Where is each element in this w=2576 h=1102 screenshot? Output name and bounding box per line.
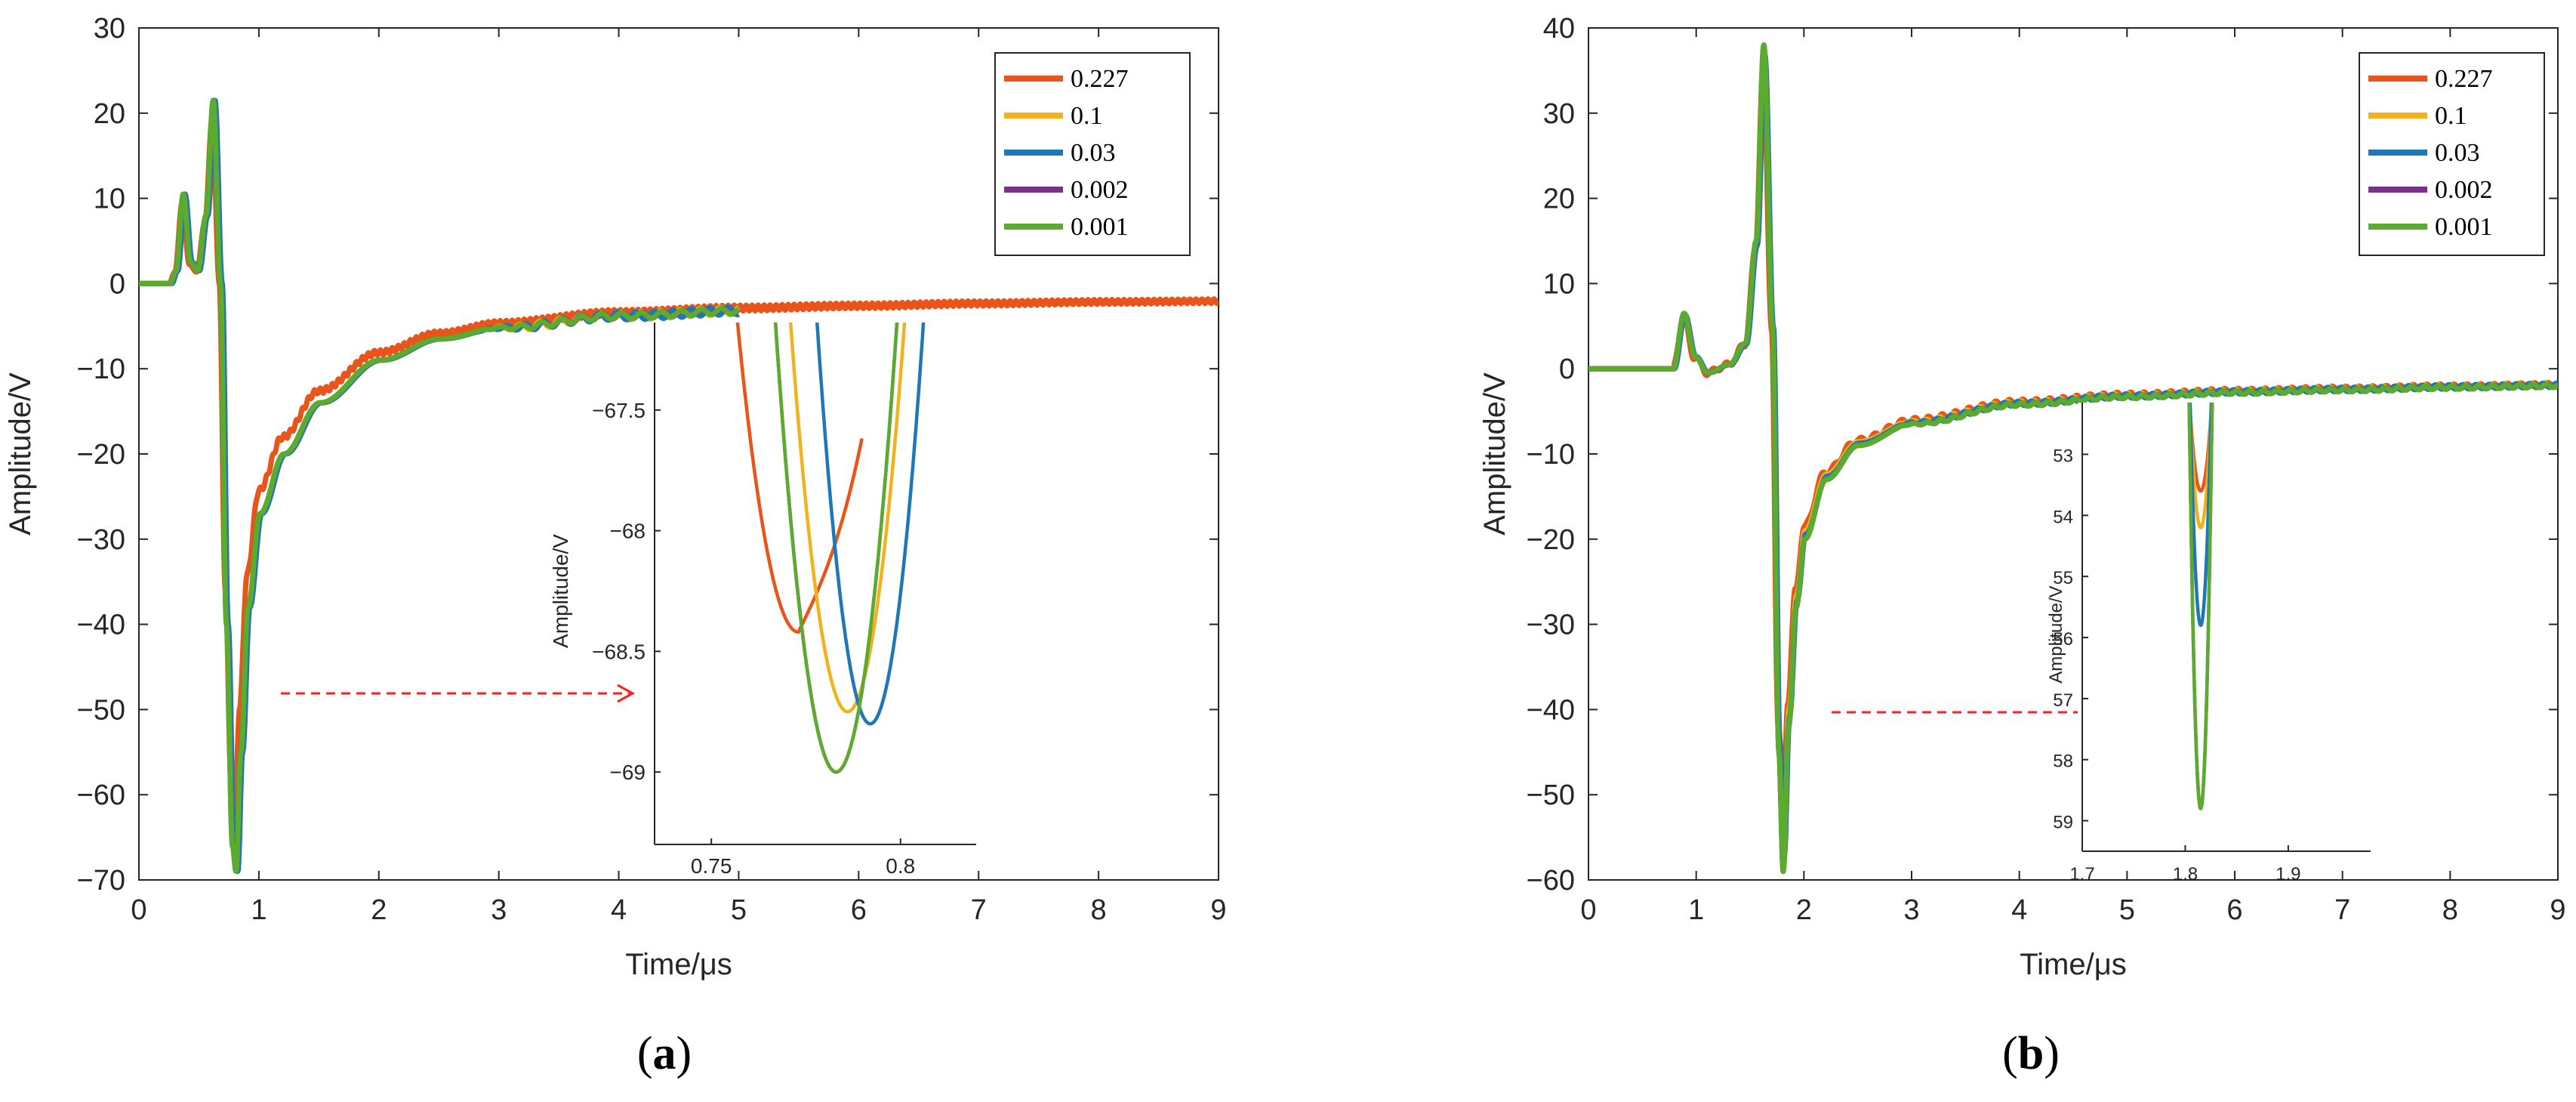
x-tick-label: 9 — [1210, 894, 1226, 926]
series-line-0-001 — [139, 97, 741, 874]
legend-label: 0.001 — [2435, 213, 2493, 241]
x-tick-label: 4 — [2011, 894, 2027, 926]
inset-y-tick-label: 56 — [2053, 629, 2073, 650]
legend-label: 0.002 — [2435, 176, 2493, 204]
x-tick-label: 0 — [131, 894, 146, 926]
chart-a: 0 1 2 3 4 5 6 7 8 9 30 20 10 0 −10 −20 −30 −40 −50 −60 −70 Ti… — [4, 13, 1227, 981]
inset-zoom: 0.75 0.8 −67.5 −68 −68.5 −69 Amplitude/V — [549, 323, 981, 878]
x-tick-label: 5 — [2119, 894, 2135, 926]
inset-series-line-0-001 — [773, 323, 899, 774]
inset-x-tick-label: 1.8 — [2173, 864, 2198, 884]
x-tick-label: 6 — [851, 894, 867, 926]
inset-y-tick-label: −69 — [610, 761, 646, 784]
inset-x-tick-label: 1.9 — [2276, 864, 2300, 884]
y-tick-label: 40 — [1543, 13, 1575, 45]
y-tick-label: −50 — [77, 694, 125, 726]
y-tick-label: −70 — [77, 865, 125, 897]
inset-series-line-0-227 — [735, 323, 864, 634]
y-tick-label: −50 — [1527, 779, 1575, 811]
inset-series-line-0-1 — [788, 323, 907, 714]
x-tick-label: 7 — [2334, 894, 2350, 926]
panel-b-caption: (b) — [2002, 1028, 2060, 1079]
x-tick-label: 4 — [611, 894, 627, 926]
inset-series-line-0-001 — [2187, 403, 2214, 810]
legend-label: 0.1 — [1071, 102, 1103, 130]
x-tick-label: 5 — [731, 894, 747, 926]
inset-x-tick-label: 0.75 — [691, 854, 732, 878]
y-tick-label: −10 — [77, 353, 125, 385]
y-tick-label: −30 — [1527, 610, 1575, 641]
inset-y-tick-label: 59 — [2053, 813, 2073, 833]
legend-label: 0.03 — [2435, 139, 2480, 167]
inset-background — [2078, 403, 2375, 856]
inset-y-tick-label: 58 — [2053, 752, 2073, 772]
y-tick-label: 30 — [94, 13, 125, 45]
y-tick-label: 10 — [1543, 268, 1575, 300]
panel-a-caption: (a) — [637, 1028, 692, 1079]
y-tick-label: −60 — [1527, 865, 1575, 897]
x-tick-label: 3 — [1903, 894, 1919, 926]
x-tick-label: 6 — [2226, 894, 2242, 926]
x-tick-label: 8 — [2442, 894, 2458, 926]
x-axis-label: Time/μs — [2020, 948, 2127, 981]
y-tick-label: −20 — [77, 439, 125, 471]
x-tick-label: 1 — [251, 894, 267, 926]
y-tick-label: −40 — [1527, 694, 1575, 726]
inset-y-tick-label: −68 — [610, 520, 646, 543]
legend-label: 0.1 — [2435, 102, 2467, 130]
inset-x-tick-label: 1.7 — [2069, 864, 2094, 884]
x-tick-label: 2 — [1796, 894, 1812, 926]
legend-label: 0.03 — [1071, 139, 1116, 167]
legend-label: 0.227 — [1071, 65, 1129, 93]
x-tick-label: 8 — [1091, 894, 1107, 926]
inset-y-tick-label: 57 — [2053, 690, 2073, 711]
x-tick-label: 2 — [371, 894, 387, 926]
x-tick-label: 3 — [491, 894, 507, 926]
x-tick-label: 7 — [971, 894, 987, 926]
x-tick-label: 9 — [2550, 894, 2565, 926]
x-axis-label: Time/μs — [625, 948, 732, 981]
zoom-arrow-head — [617, 684, 636, 703]
y-axis-label: Amplitude/V — [1478, 372, 1511, 536]
legend: 0.227 0.1 0.03 0.002 0.001 — [2359, 52, 2545, 256]
y-tick-label: −10 — [1527, 439, 1575, 471]
legend-label: 0.001 — [1071, 213, 1129, 241]
x-tick-label: 1 — [1688, 894, 1704, 926]
y-axis-label: Amplitude/V — [4, 372, 37, 536]
y-tick-label: 0 — [1559, 353, 1575, 385]
series-line-0-001 — [1588, 42, 2558, 875]
inset-series-line-0-03 — [2188, 403, 2214, 628]
y-tick-label: −60 — [77, 779, 125, 811]
inset-x-tick-label: 0.8 — [886, 854, 915, 878]
inset-y-axis-label: Amplitude/V — [2046, 585, 2066, 683]
y-tick-label: 20 — [94, 98, 125, 130]
inset-y-tick-label: −67.5 — [592, 399, 646, 422]
y-tick-label: 0 — [109, 268, 125, 300]
inset-y-axis-label: Amplitude/V — [549, 534, 572, 648]
inset-y-tick-label: −68.5 — [592, 640, 646, 663]
y-tick-label: 10 — [94, 184, 125, 215]
inset-zoom: 1.7 1.8 1.9 53 54 55 56 57 58 59 Amplitude/V — [2046, 403, 2375, 884]
y-tick-label: 20 — [1543, 184, 1575, 215]
y-tick-label: −20 — [1527, 524, 1575, 556]
y-tick-label: 30 — [1543, 98, 1575, 130]
legend: 0.227 0.1 0.03 0.002 0.001 — [994, 52, 1191, 256]
y-tick-label: −40 — [77, 610, 125, 641]
inset-y-tick-label: 53 — [2053, 446, 2073, 467]
legend-label: 0.227 — [2435, 65, 2493, 93]
legend-label: 0.002 — [1071, 176, 1129, 204]
inset-y-tick-label: 54 — [2053, 507, 2073, 527]
inset-y-tick-label: 55 — [2053, 568, 2073, 588]
y-tick-label: −30 — [77, 524, 125, 556]
chart-b: 0 1 2 3 4 5 6 7 8 9403020100−10−20−30−40−50−60Tim… — [1478, 13, 2566, 981]
inset-series-line-0-03 — [815, 323, 926, 726]
x-tick-label: 0 — [1580, 894, 1596, 926]
